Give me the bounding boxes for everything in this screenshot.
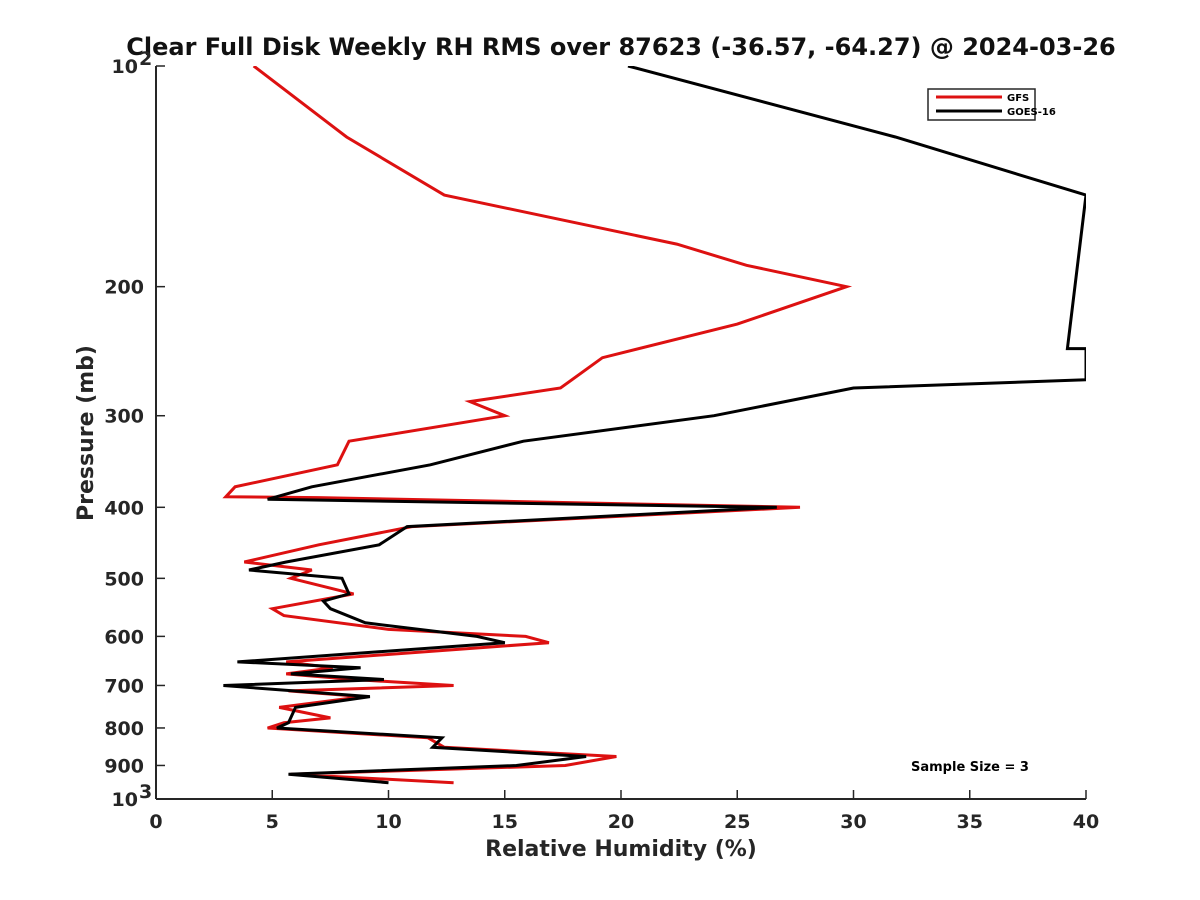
x-tick-label: 25 xyxy=(724,811,750,833)
y-tick-exponent: 2 xyxy=(139,48,152,70)
x-axis-ticks: 0 5 10 15 20 25 30 35 40 xyxy=(149,790,1099,833)
x-axis-label: Relative Humidity (%) xyxy=(485,837,757,862)
series-line-gfs xyxy=(222,66,853,785)
series-layer xyxy=(222,66,1086,785)
legend-box xyxy=(927,88,1036,121)
x-tick-label: 10 xyxy=(375,811,401,833)
plot-axes xyxy=(155,66,1086,800)
legend: GFS GOES-16 xyxy=(927,88,1056,121)
y-tick-label: 400 xyxy=(104,497,144,519)
y-tick-label: 10 xyxy=(112,56,138,78)
y-tick-label: 500 xyxy=(104,568,144,590)
sample-size-annotation: Sample Size = 3 xyxy=(911,760,1029,775)
y-tick-label: 300 xyxy=(104,406,144,428)
x-tick-label: 5 xyxy=(266,811,279,833)
x-tick-label: 20 xyxy=(608,811,634,833)
series-line-goes16 xyxy=(223,66,1086,785)
y-axis-label: Pressure (mb) xyxy=(74,345,99,521)
y-tick-label: 700 xyxy=(104,675,144,697)
y-tick-exponent: 3 xyxy=(139,781,152,803)
legend-label-goes16: GOES-16 xyxy=(1007,107,1056,118)
x-tick-label: 0 xyxy=(149,811,162,833)
legend-label-gfs: GFS xyxy=(1007,93,1029,104)
chart-title: Clear Full Disk Weekly RH RMS over 87623… xyxy=(126,33,1115,61)
x-tick-label: 30 xyxy=(840,811,866,833)
y-tick-label: 10 xyxy=(112,789,138,811)
x-tick-label: 40 xyxy=(1073,811,1099,833)
y-tick-label: 800 xyxy=(104,718,144,740)
x-tick-label: 15 xyxy=(492,811,518,833)
y-tick-label: 600 xyxy=(104,626,144,648)
y-tick-label: 200 xyxy=(104,277,144,299)
y-tick-label: 900 xyxy=(104,755,144,777)
x-tick-label: 35 xyxy=(957,811,983,833)
